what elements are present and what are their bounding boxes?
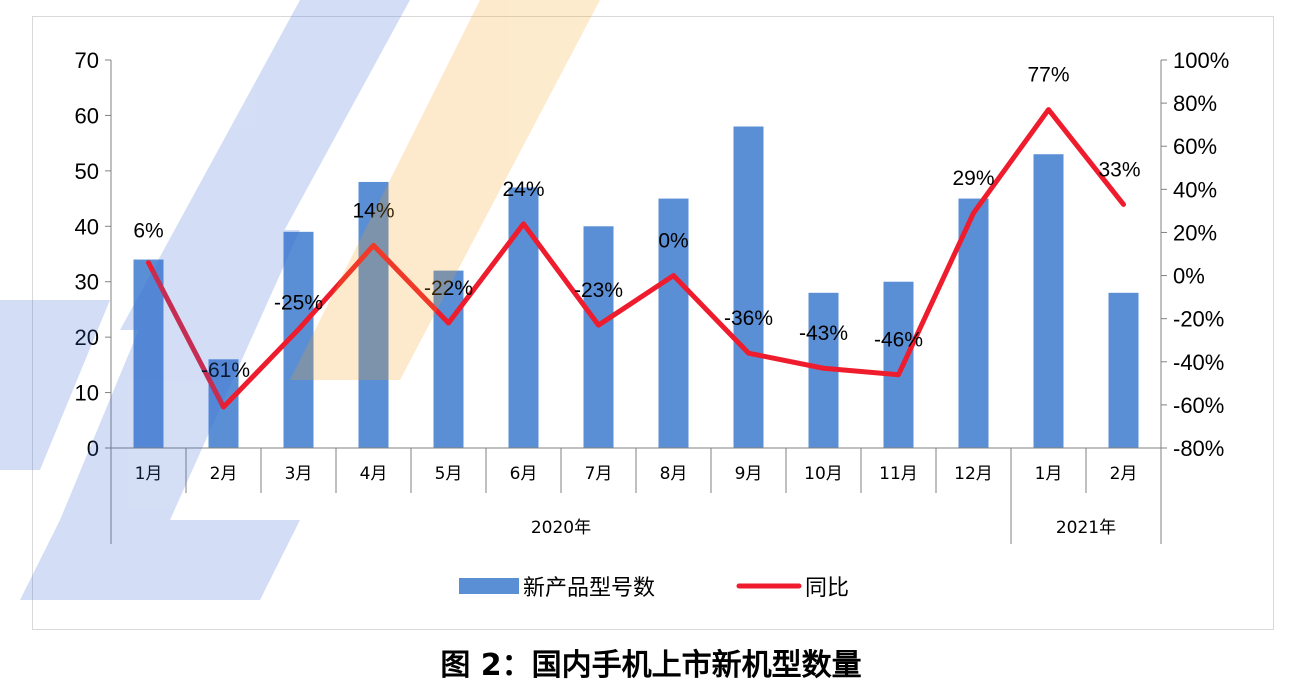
line-data-label: 14% — [352, 199, 394, 222]
line-data-label: -23% — [574, 279, 623, 302]
legend-label-line: 同比 — [805, 576, 849, 601]
line-data-label: 0% — [658, 230, 688, 253]
y-left-tick-label: 0 — [87, 436, 99, 461]
bar-5 — [433, 270, 464, 448]
x-tick-label: 1月 — [135, 464, 163, 484]
bar-11 — [883, 281, 914, 448]
x-tick-label: 11月 — [879, 464, 918, 484]
x-tick-label: 12月 — [954, 464, 993, 484]
y-right-tick-label: 80% — [1173, 91, 1217, 116]
y-right-tick-label: 100% — [1173, 48, 1229, 73]
y-right-tick-label: -40% — [1173, 350, 1224, 375]
y-left-tick-label: 20 — [75, 325, 99, 350]
line-data-label: -22% — [424, 277, 473, 300]
legend-swatch-bars — [459, 578, 519, 594]
x-tick-label: 2月 — [210, 464, 238, 484]
chart-frame: 0 10 20 30 40 50 60 70 -80% -60% -40% -20% 0% 20% 40% 6… — [32, 16, 1274, 630]
y-left-tick-label: 40 — [75, 214, 99, 239]
line-data-label: 33% — [1098, 158, 1140, 181]
bar-8 — [658, 198, 689, 448]
bar-series — [133, 126, 1139, 448]
bar-14 — [1108, 292, 1139, 448]
line-data-label: 77% — [1027, 64, 1069, 87]
line-data-label: -36% — [724, 307, 773, 330]
x-tick-label: 10月 — [804, 464, 843, 484]
chart-caption: 图 2：国内手机上市新机型数量 — [440, 648, 862, 683]
y-right-tick-label: 20% — [1173, 220, 1217, 245]
y-right-tick-label: -60% — [1173, 393, 1224, 418]
x-tick-label: 1月 — [1035, 464, 1063, 484]
x-tick-label: 6月 — [510, 464, 538, 484]
x-tick-label: 3月 — [285, 464, 313, 484]
bar-13 — [1033, 154, 1064, 448]
x-group-label: 2021年 — [1056, 518, 1116, 538]
line-data-label: 6% — [133, 220, 163, 243]
x-group-label: 2020年 — [531, 518, 591, 538]
line-data-label: -61% — [201, 359, 250, 382]
line-data-label: 29% — [952, 167, 994, 190]
y-left-tick-label: 30 — [75, 270, 99, 295]
chart: 0 10 20 30 40 50 60 70 -80% -60% -40% -20% 0% 20% 40% 6… — [75, 48, 1230, 601]
line-data-label: 24% — [502, 178, 544, 201]
data-labels: 6% -61% -25% 14% -22% 24% -23% 0% -36% -43% -46% 29… — [133, 64, 1140, 382]
y-left-tick-label: 60 — [75, 103, 99, 128]
x-tick-label: 2月 — [1110, 464, 1138, 484]
y-right-tick-label: 60% — [1173, 134, 1217, 159]
y-right-tick-label: -80% — [1173, 436, 1224, 461]
bar-6 — [508, 187, 539, 448]
x-tick-label: 7月 — [585, 464, 613, 484]
legend: 新产品型号数 同比 — [459, 576, 849, 601]
legend-label-bars: 新产品型号数 — [523, 576, 655, 601]
x-tick-label: 4月 — [360, 464, 388, 484]
x-tick-label: 9月 — [735, 464, 763, 484]
y-right-tick-label: -20% — [1173, 307, 1224, 332]
bar-7 — [583, 226, 614, 448]
line-data-label: -25% — [274, 291, 323, 314]
bar-1 — [133, 259, 164, 448]
y-left-tick-label: 70 — [75, 48, 99, 73]
line-data-label: -43% — [799, 322, 848, 345]
y-right-tick-label: 0% — [1173, 264, 1205, 289]
x-tick-label: 5月 — [435, 464, 463, 484]
axes: 0 10 20 30 40 50 60 70 -80% -60% -40% -20% 0% 20% 40% 6… — [75, 48, 1229, 544]
line-series — [146, 107, 1126, 410]
y-left-tick-label: 50 — [75, 159, 99, 184]
line-data-label: -46% — [874, 329, 923, 352]
bar-4 — [358, 181, 389, 448]
x-tick-label: 8月 — [660, 464, 688, 484]
y-right-tick-label: 40% — [1173, 177, 1217, 202]
bar-9 — [733, 126, 764, 448]
yoy-line — [146, 107, 1126, 410]
y-left-tick-label: 10 — [75, 381, 99, 406]
